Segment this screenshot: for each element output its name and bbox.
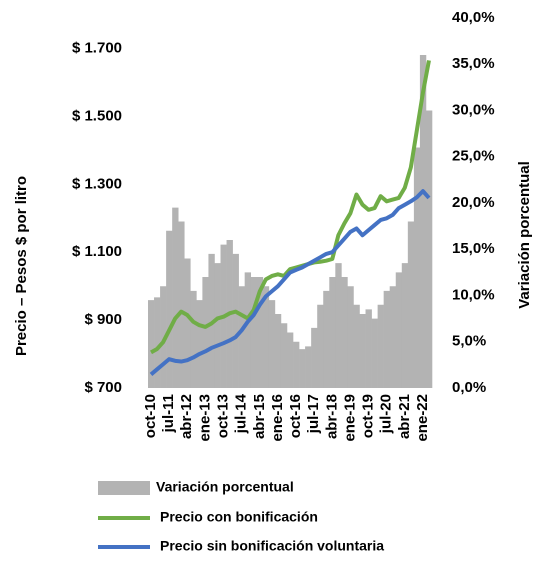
bar — [184, 258, 191, 388]
y2-tick-label: 40,0% — [452, 9, 495, 26]
bar — [389, 286, 397, 388]
x-tick-label: oct-13 — [215, 394, 232, 438]
y-tick-label: $ 1.100 — [72, 243, 122, 260]
x-tick-label: abr-12 — [178, 394, 195, 439]
bar — [262, 286, 270, 388]
bar — [383, 290, 391, 388]
bar — [413, 147, 421, 388]
bar — [154, 297, 161, 388]
bar — [160, 286, 167, 388]
bar — [238, 286, 245, 388]
bar — [335, 263, 342, 388]
bar — [214, 263, 221, 388]
x-tick-label: jul-17 — [305, 394, 322, 434]
y-tick-label: $ 1.700 — [72, 40, 122, 57]
bar — [323, 290, 330, 388]
y2-tick-label: 25,0% — [452, 148, 495, 165]
bar — [377, 304, 384, 388]
y-tick-label: $ 700 — [84, 379, 122, 396]
bar — [232, 253, 239, 388]
bar — [341, 277, 348, 388]
y2-tick-label: 5,0% — [452, 333, 486, 350]
bar — [280, 323, 288, 388]
bar — [371, 318, 378, 388]
y-tick-label: $ 900 — [84, 311, 122, 328]
y-tick-label: $ 1.500 — [72, 107, 122, 124]
x-tick-label: ene-19 — [341, 394, 358, 442]
bar — [172, 207, 179, 388]
bar — [353, 304, 360, 388]
legend-label: Precio sin bonificación voluntaria — [160, 538, 384, 554]
bar — [365, 309, 372, 388]
bar — [250, 277, 258, 388]
bar — [196, 300, 203, 388]
legend-label: Precio con bonificación — [160, 509, 318, 525]
y2-tick-label: 15,0% — [452, 240, 495, 257]
bar — [311, 327, 318, 388]
bar — [359, 314, 366, 388]
bar — [286, 332, 294, 388]
bar — [305, 346, 312, 388]
line — [150, 60, 431, 355]
bar — [274, 314, 282, 388]
bar — [407, 221, 415, 388]
x-tick-label: oct-16 — [287, 394, 304, 438]
bar — [425, 110, 433, 388]
bar — [190, 290, 197, 388]
bar — [148, 300, 155, 388]
y2-axis-title: Variación porcentual — [516, 161, 533, 309]
x-tick-label: abr-21 — [396, 394, 413, 439]
x-tick-label: abr-15 — [251, 394, 268, 439]
bar — [166, 230, 173, 388]
bar — [347, 286, 354, 388]
bar — [256, 277, 264, 388]
bar — [268, 300, 276, 388]
x-tick-label: jul-14 — [233, 393, 250, 434]
bar — [244, 272, 252, 388]
x-tick-label: oct-19 — [360, 394, 377, 438]
line — [149, 189, 431, 376]
bar — [293, 341, 300, 388]
x-tick-label: ene-16 — [269, 394, 286, 442]
y2-tick-label: 0,0% — [452, 379, 486, 396]
x-tick-label: jul-20 — [378, 394, 395, 434]
bar — [419, 55, 427, 388]
y2-tick-label: 30,0% — [452, 101, 495, 118]
y-axis-title: Precio – Pesos $ por litro — [13, 176, 30, 356]
bar — [395, 272, 403, 388]
y2-tick-label: 10,0% — [452, 286, 495, 303]
bar — [317, 304, 324, 388]
y2-tick-label: 20,0% — [452, 194, 495, 211]
legend-swatch — [98, 481, 150, 495]
bar — [401, 263, 409, 388]
x-tick-label: abr-18 — [323, 394, 340, 439]
bar — [329, 277, 336, 388]
y2-tick-label: 35,0% — [452, 55, 495, 72]
y-tick-label: $ 1.300 — [72, 175, 122, 192]
x-tick-label: ene-22 — [414, 394, 431, 442]
x-tick-label: ene-13 — [196, 394, 213, 442]
bar — [202, 277, 209, 388]
x-tick-label: jul-11 — [160, 394, 177, 433]
bar — [299, 349, 306, 388]
x-tick-label: oct-10 — [142, 394, 159, 438]
legend-label: Variación porcentual — [156, 479, 294, 495]
bar — [178, 221, 185, 388]
